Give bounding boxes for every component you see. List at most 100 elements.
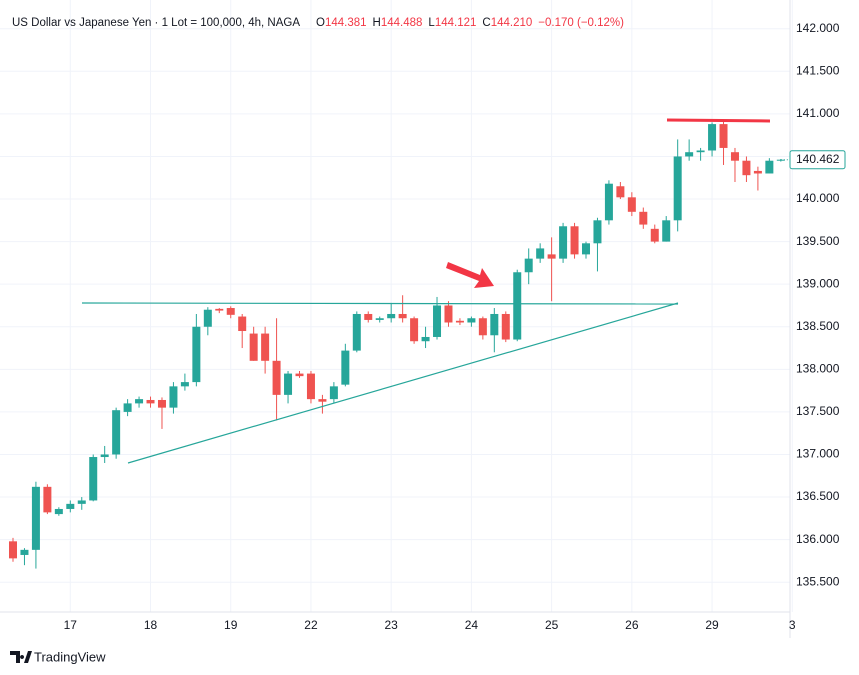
header: US Dollar vs Japanese Yen · 1 Lot = 100,… [12,17,624,29]
candle-body [467,318,476,323]
candle-body [341,350,350,385]
x-tick-label: 26 [625,618,639,632]
candle-body [627,197,636,212]
candle-body [650,228,659,242]
candle-body [501,313,510,340]
candle-body [765,160,774,174]
ohlc-legend: O144.381 H144.488 L144.121 C144.210 −0.170 (… [316,17,624,29]
candle-body [249,333,258,361]
candle-body [742,160,751,176]
candle-body [169,386,178,408]
candle-body [478,318,487,336]
candle-body [536,248,545,259]
y-tick-label: 141.000 [796,106,840,120]
candle-body [100,454,109,458]
change: −0.170 (−0.12%) [538,17,624,29]
candle-body [776,159,785,161]
candle-body [444,305,453,323]
candle-body [146,399,155,404]
candle-body [192,326,201,383]
candle-body [123,403,132,412]
candle-body [112,410,121,455]
symbol: US Dollar vs Japanese Yen · 1 Lot = 100,… [12,17,300,29]
candle-body [352,313,361,351]
candle-body [284,373,293,395]
x-tick-label: 23 [385,618,399,632]
candle-body [238,316,247,332]
candle-body [329,386,338,400]
support-trendline [127,302,679,464]
arrow [446,262,494,288]
ohlc-value: 144.381 [325,17,367,29]
candle-body [582,243,590,255]
candle-body [20,549,29,555]
candle-body [180,382,189,387]
candle-body [455,320,464,323]
last-price-box [789,150,846,170]
candle-body [696,150,705,153]
ohlc-key: L [428,17,435,29]
candle-body [513,272,522,340]
candle-body [616,186,625,198]
candle-body [673,156,682,221]
candle-body [570,226,579,255]
y-tick-label: 138.500 [796,319,840,333]
candle-body [708,124,717,151]
candle-body [226,308,235,315]
candle-body [685,152,694,157]
candle-body [662,220,671,242]
y-tick-label: 136.500 [796,489,840,503]
y-tick-label: 141.500 [796,63,840,77]
y-tick-label: 140.000 [796,191,840,205]
y-tick-label: 142.000 [796,21,840,35]
candle-body [730,152,739,161]
candle-body [593,220,602,244]
candle-body [639,211,648,225]
candle-body [421,336,430,342]
candle-body [387,313,396,319]
x-tick-label: 19 [224,618,238,632]
brand-name: TradingView [34,649,106,664]
candle-body [719,124,728,148]
x-tick-label: 3 [789,618,796,632]
resistance-line [81,302,679,305]
y-tick-label: 135.500 [796,574,840,588]
ohlc-value: 144.210 [491,17,533,29]
candle-body [433,305,442,337]
x-tick-label: 18 [144,618,158,632]
ohlc-key: H [373,17,381,29]
y-tick-label: 137.000 [796,447,840,461]
candle-body [547,254,556,259]
candles [9,120,785,569]
x-tick-label: 17 [64,618,78,632]
ohlc-key: O [316,17,325,29]
candle-body [157,399,166,408]
brand: TradingView [10,649,106,664]
candle-body [318,399,327,402]
x-tick-label: 25 [545,618,559,632]
y-tick-label: 136.000 [796,532,840,546]
candle-body [272,360,281,395]
candle-body [43,486,52,513]
candle-body [559,226,568,259]
candle-body [375,318,384,320]
candle-body [398,313,407,319]
candle-body [135,399,144,404]
candle-body [215,308,224,311]
candle-body [9,541,17,559]
ohlc-key: C [482,17,490,29]
candle-body [54,508,63,515]
candle-body [261,333,270,361]
x-tick-label: 29 [705,618,719,632]
candle-body [306,373,315,400]
high-line [666,118,771,123]
x-tick-label: 24 [465,618,479,632]
brand-logo [10,651,32,663]
candle-body [66,503,75,509]
y-tick-label: 137.500 [796,404,840,418]
ohlc-value: 144.488 [381,17,423,29]
candle-body [203,309,212,327]
last-price-label: 140.462 [796,152,840,166]
candle-body [77,500,86,504]
candle-body [295,373,304,377]
